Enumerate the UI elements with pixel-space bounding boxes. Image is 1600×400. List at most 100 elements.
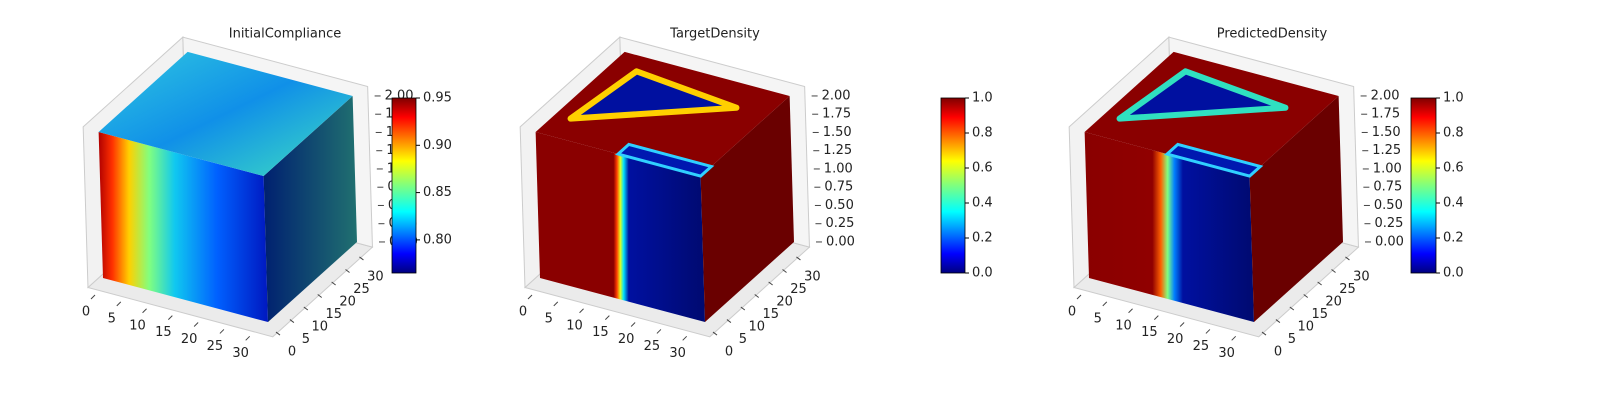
- x-tick: [1128, 308, 1133, 314]
- z-tick-label: 0.50: [825, 198, 854, 213]
- y-tick-label: 0: [725, 345, 733, 360]
- x-tick: [527, 294, 533, 300]
- x-tick: [553, 301, 559, 307]
- x-tick: [1205, 329, 1211, 334]
- subplot-title: PredictedDensity: [1217, 27, 1328, 42]
- x-tick-label: 0: [82, 305, 90, 320]
- z-tick-label: 0.75: [1373, 180, 1402, 195]
- y-tick: [317, 294, 323, 298]
- x-tick-label: 15: [1141, 325, 1158, 340]
- y-tick: [303, 306, 309, 311]
- colorbar-tick-label: 0.0: [1443, 266, 1464, 281]
- y-tick-label: 10: [1298, 320, 1315, 335]
- z-tick-label: 0.00: [826, 234, 855, 249]
- colorbar-tick-label: 1.0: [1443, 91, 1464, 106]
- y-tick-label: 20: [339, 294, 356, 309]
- y-tick-label: 10: [312, 320, 329, 335]
- colorbar-tick-label: 1.0: [972, 91, 993, 106]
- y-tick: [1345, 256, 1350, 261]
- x-tick-label: 5: [1094, 311, 1102, 326]
- colorbar-tick-label: 0.85: [423, 185, 452, 200]
- x-tick-label: 5: [545, 311, 553, 326]
- x-tick-label: 20: [181, 332, 198, 347]
- y-tick: [796, 256, 801, 261]
- x-tick-label: 0: [1068, 305, 1076, 320]
- colorbar: [391, 97, 417, 274]
- x-tick: [219, 329, 225, 334]
- y-tick: [1317, 281, 1322, 286]
- colorbar-tick-label: 0.4: [972, 196, 993, 211]
- y-tick-label: 30: [1353, 269, 1370, 284]
- y-tick: [768, 281, 773, 286]
- x-tick: [656, 329, 662, 334]
- top-slot: [615, 142, 715, 178]
- colorbar-tick-label: 0.90: [423, 138, 452, 153]
- x-tick: [90, 294, 96, 300]
- y-tick: [275, 331, 281, 336]
- z-tick-label: 2.00: [1371, 88, 1400, 103]
- z-tick-label: 1.75: [1371, 107, 1400, 122]
- y-tick-label: 15: [325, 307, 342, 322]
- y-tick: [1261, 331, 1267, 336]
- cube-front: [98, 132, 269, 323]
- colorbar-tick-label: 0.6: [1443, 161, 1464, 176]
- y-tick: [1275, 319, 1281, 323]
- x-tick-label: 10: [129, 318, 146, 333]
- z-tick-label: 1.25: [823, 143, 852, 158]
- z-tick-label: 0.50: [1374, 198, 1403, 213]
- x-tick-label: 25: [644, 339, 661, 354]
- colorbar-tick-label: 0.80: [423, 232, 452, 247]
- subplot-title: InitialCompliance: [229, 27, 342, 42]
- x-tick: [630, 322, 636, 327]
- y-tick: [331, 281, 336, 286]
- z-tick-label: 1.50: [1372, 125, 1401, 140]
- cube-front: [535, 132, 705, 323]
- x-tick: [1179, 322, 1185, 327]
- x-tick: [167, 315, 173, 321]
- y-tick: [359, 256, 364, 261]
- colorbar: [1410, 97, 1437, 274]
- y-tick-label: 25: [353, 282, 370, 297]
- y-tick-label: 30: [804, 269, 821, 284]
- cube-top: [98, 51, 353, 177]
- colorbar-tick-label: 0.6: [972, 161, 993, 176]
- x-tick: [1153, 315, 1159, 321]
- x-tick-label: 25: [1193, 339, 1210, 354]
- y-tick-label: 25: [1339, 282, 1356, 297]
- x-tick: [193, 322, 199, 327]
- y-tick-label: 30: [367, 269, 384, 284]
- y-tick: [289, 319, 295, 323]
- x-tick: [142, 308, 147, 314]
- colorbar-tick-label: 0.8: [972, 126, 993, 141]
- y-tick-label: 5: [739, 332, 747, 347]
- cube-side: [700, 95, 794, 323]
- y-tick-label: 20: [1325, 294, 1342, 309]
- x-tick-label: 0: [519, 305, 527, 320]
- x-tick: [1231, 335, 1237, 341]
- y-tick-label: 20: [776, 294, 793, 309]
- y-tick: [345, 269, 350, 273]
- subplot-title: TargetDensity: [669, 27, 760, 42]
- z-tick-label: 0.75: [824, 180, 853, 195]
- y-tick: [1303, 294, 1309, 298]
- x-tick-label: 20: [618, 332, 635, 347]
- y-tick: [754, 294, 760, 298]
- x-tick-label: 15: [592, 325, 609, 340]
- y-tick: [782, 269, 787, 273]
- z-tick-label: 1.00: [824, 161, 853, 176]
- y-tick: [726, 319, 732, 323]
- colorbar-tick-label: 0.2: [972, 231, 993, 246]
- y-tick: [740, 306, 746, 311]
- colorbar-tick-label: 0.95: [423, 91, 452, 106]
- z-tick-label: 0.25: [825, 216, 854, 231]
- y-tick-label: 0: [288, 345, 296, 360]
- x-tick: [1102, 301, 1108, 307]
- y-tick-label: 25: [790, 282, 807, 297]
- x-tick-label: 25: [207, 339, 224, 354]
- y-tick: [1289, 306, 1295, 311]
- x-tick-label: 5: [108, 311, 116, 326]
